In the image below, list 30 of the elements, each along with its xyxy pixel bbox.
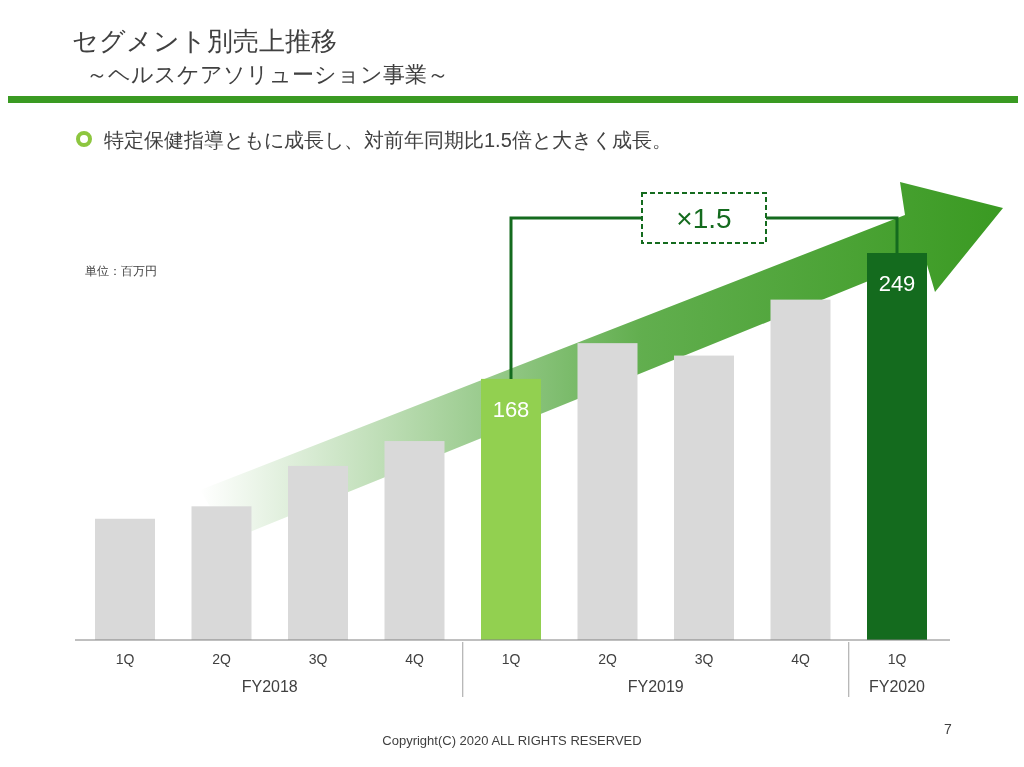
text: FY2018 xyxy=(241,678,298,695)
chart-subtitle: ～ヘルスケアソリューション事業～ xyxy=(86,62,449,87)
text: Copyright(C) 2020 ALL RIGHTS RESERVED xyxy=(382,733,642,748)
x-tick-label: 1Q xyxy=(501,651,521,667)
x-tick-label: 2Q xyxy=(212,651,231,667)
bar xyxy=(384,441,445,640)
bar xyxy=(867,253,927,640)
chart-title: セグメント別売上推移 xyxy=(72,26,337,56)
bar xyxy=(481,378,541,640)
text: ×1.5 xyxy=(676,203,732,234)
bar xyxy=(770,299,831,640)
y-axis-title: 単位：百万円 xyxy=(85,264,157,278)
text: FY2020 xyxy=(868,678,926,695)
x-tick-label: 1Q xyxy=(115,651,135,667)
bar xyxy=(288,465,348,640)
bar xyxy=(577,343,638,640)
x-tick-label: 1Q xyxy=(887,651,907,667)
x-tick-label: 4Q xyxy=(791,651,810,667)
text: 7 xyxy=(944,721,953,737)
text: 特定保健指導ともに成長し、対前年同期比1.5倍と大きく成長。 xyxy=(104,129,672,151)
text: FY2019 xyxy=(627,678,684,695)
x-tick-label: 3Q xyxy=(694,651,714,667)
x-tick-label: 3Q xyxy=(308,651,328,667)
data-label: 168 xyxy=(492,396,530,422)
bar xyxy=(95,518,155,640)
x-tick-label: 4Q xyxy=(405,651,424,667)
data-label: 249 xyxy=(878,271,916,296)
x-tick-label: 2Q xyxy=(598,651,617,667)
bar xyxy=(191,506,252,640)
bar xyxy=(674,355,734,640)
